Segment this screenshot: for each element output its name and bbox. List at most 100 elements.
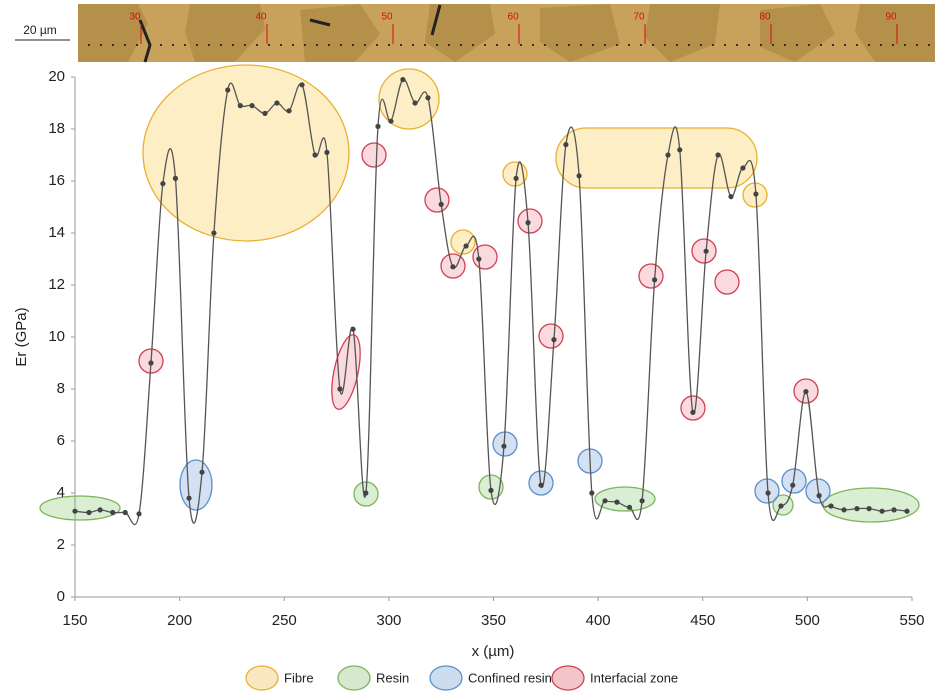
- data-point: [363, 490, 369, 496]
- data-point: [375, 123, 381, 129]
- data-line: [74, 78, 908, 526]
- legend-swatch: [551, 665, 585, 691]
- data-point: [715, 152, 721, 158]
- data-point: [703, 248, 709, 254]
- data-point: [350, 326, 356, 332]
- legend-label: Resin: [376, 670, 409, 685]
- data-point: [110, 509, 116, 516]
- data-point: [891, 507, 897, 513]
- y-axis-title: Er (GPa): [13, 307, 30, 366]
- x-tick-label: 150: [62, 612, 87, 629]
- highlights: [39, 64, 920, 523]
- data-point: [501, 443, 507, 449]
- data-point: [172, 175, 179, 181]
- data-point: [72, 508, 78, 514]
- data-point: [614, 499, 620, 505]
- data-point: [677, 147, 683, 153]
- y-tick-label: 6: [57, 432, 65, 449]
- data-point: [828, 503, 834, 509]
- data-point: [97, 507, 103, 513]
- image-mark-label: 30: [129, 12, 141, 23]
- legend-label: Confined resin: [468, 670, 552, 685]
- data-point: [525, 220, 531, 226]
- data-point: [450, 264, 456, 270]
- data-point: [136, 511, 142, 517]
- legend-swatch: [337, 665, 371, 691]
- data-point: [476, 256, 482, 262]
- y-tick-label: 20: [48, 68, 65, 85]
- data-point: [225, 87, 231, 93]
- data-point: [324, 149, 330, 155]
- data-point: [488, 487, 494, 493]
- data-point: [816, 493, 822, 499]
- data-point: [778, 503, 784, 509]
- y-tick-label: 4: [57, 484, 65, 501]
- data-point: [412, 100, 418, 106]
- data-point: [148, 360, 154, 366]
- data-point: [602, 498, 608, 504]
- data-point: [740, 165, 746, 171]
- data-point: [626, 504, 633, 510]
- data-point: [765, 490, 771, 496]
- legend-label: Interfacial zone: [590, 670, 678, 685]
- y-tick-label: 16: [48, 172, 65, 189]
- data-point: [388, 118, 394, 124]
- data-point: [237, 103, 243, 109]
- data-point: [576, 173, 582, 179]
- data-point: [551, 337, 557, 343]
- data-point: [438, 201, 444, 207]
- x-tick-label: 350: [481, 612, 506, 629]
- data-point: [790, 482, 796, 488]
- y-tick-label: 2: [57, 536, 65, 553]
- data-point: [312, 152, 318, 158]
- x-tick-label: 300: [376, 612, 401, 629]
- data-point: [249, 103, 255, 109]
- y-tick-label: 0: [57, 588, 65, 605]
- image-mark-label: 40: [255, 12, 267, 23]
- data-point: [160, 181, 166, 187]
- data-point: [690, 409, 696, 415]
- x-tick-label: 550: [899, 612, 924, 629]
- data-point: [186, 495, 192, 501]
- x-tick-label: 200: [167, 612, 192, 629]
- data-point: [400, 77, 406, 83]
- scale-label: 20 µm: [23, 23, 57, 37]
- data-point: [652, 277, 658, 283]
- legend-swatch: [429, 665, 463, 691]
- y-tick-label: 10: [48, 328, 65, 345]
- x-tick-label: 400: [586, 612, 611, 629]
- data-point: [728, 194, 734, 200]
- x-tick-label: 250: [272, 612, 297, 629]
- data-point: [211, 230, 217, 236]
- image-mark-label: 70: [633, 12, 645, 23]
- data-point: [538, 482, 544, 488]
- data-point: [299, 82, 305, 88]
- image-mark-label: 60: [507, 12, 519, 23]
- x-axis-title: x (µm): [472, 643, 515, 660]
- micrograph: [78, 4, 935, 63]
- data-point: [879, 508, 885, 514]
- data-point: [286, 108, 292, 114]
- data-point: [589, 490, 595, 496]
- data-point: [563, 142, 569, 148]
- data-point: [854, 506, 860, 512]
- y-tick-label: 12: [48, 276, 65, 293]
- data-point: [513, 175, 519, 181]
- data-point: [753, 191, 759, 197]
- data-point: [122, 509, 128, 516]
- data-point: [841, 507, 847, 513]
- y-tick-label: 8: [57, 380, 65, 397]
- image-mark-label: 50: [381, 12, 393, 23]
- y-tick-label: 14: [48, 224, 65, 241]
- data-point: [337, 386, 343, 392]
- data-point: [904, 508, 910, 514]
- data-point: [665, 152, 671, 158]
- data-point: [274, 100, 280, 106]
- x-tick-label: 450: [690, 612, 715, 629]
- data-point: [86, 509, 92, 516]
- data-point: [262, 110, 268, 116]
- data-point: [639, 498, 645, 504]
- data-point: [803, 389, 809, 395]
- data-point: [199, 469, 205, 475]
